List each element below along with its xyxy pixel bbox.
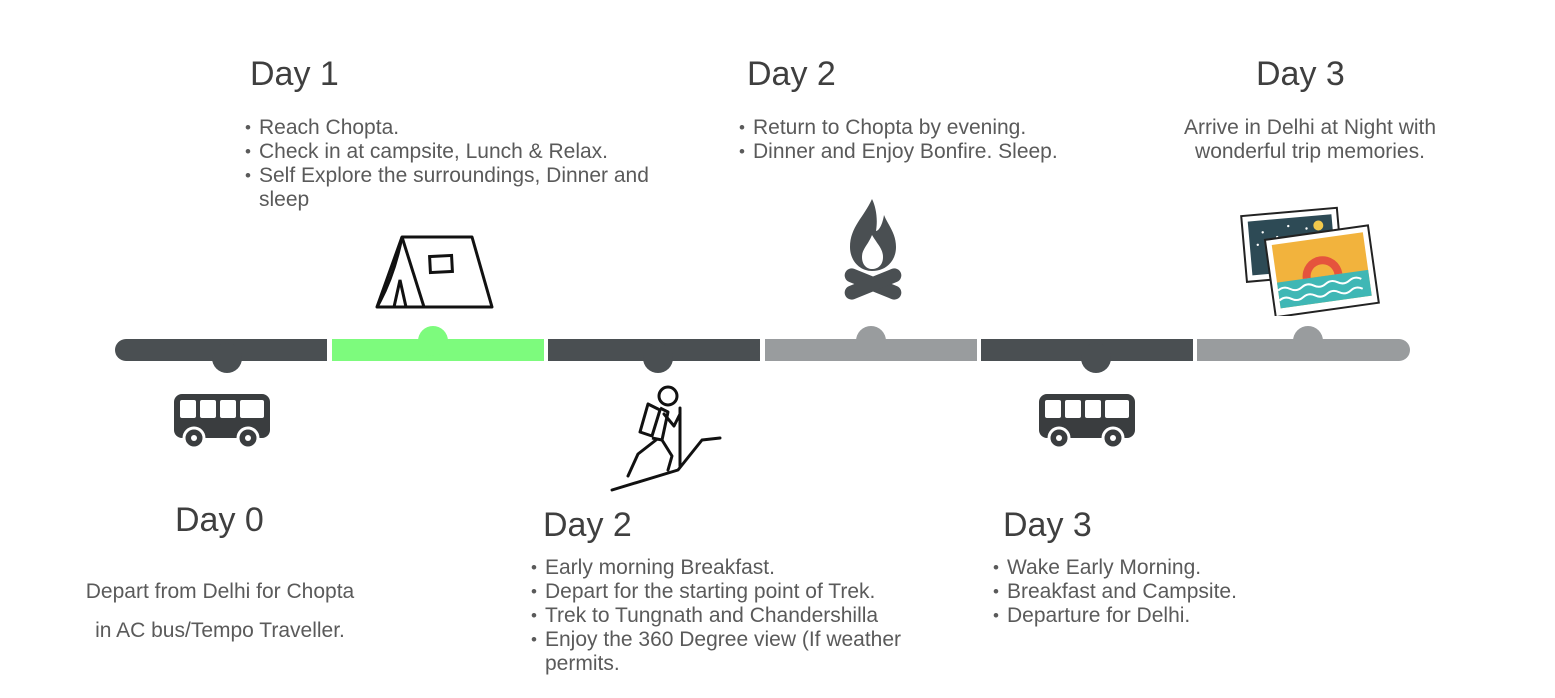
- photos-icon: [1240, 206, 1380, 316]
- day-2-trek-title: Day 2: [543, 506, 632, 544]
- day-3-arrive-text: Arrive in Delhi at Night with wonderful …: [1183, 116, 1437, 163]
- day-0-title: Day 0: [175, 501, 264, 539]
- timeline-marker-day1: [418, 326, 448, 356]
- day-0-line-1: Depart from Delhi for Chopta: [85, 580, 355, 603]
- day-0-line-2: in AC bus/Tempo Traveller.: [95, 619, 345, 642]
- tent-icon: [375, 235, 494, 309]
- day-3-arrive-title: Day 3: [1256, 55, 1345, 93]
- timeline-marker-day0: [212, 343, 242, 373]
- day-2-bonfire-bullets: Return to Chopta by evening. Dinner and …: [739, 116, 1139, 164]
- list-item: Return to Chopta by evening.: [739, 116, 1139, 140]
- list-item: Enjoy the 360 Degree view (If weather pe…: [531, 628, 971, 676]
- day-3-morning-title: Day 3: [1003, 506, 1092, 544]
- list-item: Departure for Delhi.: [993, 604, 1353, 628]
- list-item: Depart for the starting point of Trek.: [531, 580, 971, 604]
- timeline-marker-day2-trek: [643, 343, 673, 373]
- day-2-bonfire-title: Day 2: [747, 55, 836, 93]
- day-3-morning-bullets: Wake Early Morning. Breakfast and Campsi…: [993, 556, 1353, 628]
- campfire-icon: [844, 199, 902, 300]
- list-item: Reach Chopta.: [245, 116, 665, 140]
- list-item: Dinner and Enjoy Bonfire. Sleep.: [739, 140, 1139, 164]
- day-0-text: Depart from Delhi for Chopta in AC bus/T…: [40, 572, 400, 650]
- hiker-icon: [610, 385, 722, 492]
- list-item: Self Explore the surroundings, Dinner an…: [245, 164, 665, 212]
- bus-icon: [1039, 394, 1135, 450]
- bus-icon: [174, 394, 270, 450]
- timeline-marker-day2-bonfire: [856, 326, 886, 356]
- list-item: Trek to Tungnath and Chandershilla: [531, 604, 971, 628]
- timeline-marker-day3-night: [1293, 326, 1323, 356]
- list-item: Early morning Breakfast.: [531, 556, 971, 580]
- list-item: Check in at campsite, Lunch & Relax.: [245, 140, 665, 164]
- day-1-title: Day 1: [250, 55, 339, 93]
- day-2-trek-bullets: Early morning Breakfast. Depart for the …: [531, 556, 971, 676]
- timeline-marker-day3-morning: [1081, 343, 1111, 373]
- list-item: Breakfast and Campsite.: [993, 580, 1353, 604]
- day-1-bullets: Reach Chopta. Check in at campsite, Lunc…: [245, 116, 665, 212]
- list-item: Wake Early Morning.: [993, 556, 1353, 580]
